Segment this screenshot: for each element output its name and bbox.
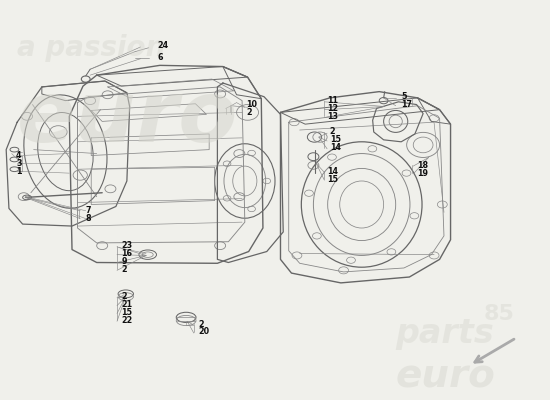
Text: 5: 5 xyxy=(401,92,406,101)
Text: 12: 12 xyxy=(327,104,338,113)
Text: 24: 24 xyxy=(157,41,168,50)
Text: 18: 18 xyxy=(417,161,429,170)
Text: 1: 1 xyxy=(16,167,21,176)
Text: 8: 8 xyxy=(86,214,91,223)
Text: 21: 21 xyxy=(122,300,133,309)
Text: euro: euro xyxy=(395,358,496,396)
Text: 6: 6 xyxy=(157,53,163,62)
Text: 15: 15 xyxy=(330,135,341,144)
Text: 17: 17 xyxy=(401,100,412,109)
Text: 4: 4 xyxy=(16,151,21,160)
Text: 7: 7 xyxy=(86,206,91,215)
Text: 14: 14 xyxy=(330,143,341,152)
Text: 22: 22 xyxy=(122,316,133,325)
Text: 2: 2 xyxy=(246,108,252,117)
Text: 3: 3 xyxy=(16,159,21,168)
Text: 2: 2 xyxy=(122,292,127,301)
Text: 15: 15 xyxy=(327,174,338,184)
Text: a passion: a passion xyxy=(17,34,166,62)
Text: 2: 2 xyxy=(330,128,336,136)
Text: 19: 19 xyxy=(417,169,428,178)
Text: 15: 15 xyxy=(122,308,133,317)
Text: euro: euro xyxy=(17,77,239,160)
Text: 2: 2 xyxy=(122,265,127,274)
Text: 20: 20 xyxy=(198,327,210,336)
Text: parts: parts xyxy=(395,317,494,350)
Text: 2: 2 xyxy=(198,320,204,328)
Text: 14: 14 xyxy=(327,167,338,176)
Text: 16: 16 xyxy=(122,249,133,258)
Text: 11: 11 xyxy=(327,96,338,105)
Text: 23: 23 xyxy=(122,241,133,250)
Text: 9: 9 xyxy=(122,257,127,266)
Text: 13: 13 xyxy=(327,112,338,121)
Text: 85: 85 xyxy=(483,304,514,324)
Text: 10: 10 xyxy=(246,100,257,109)
